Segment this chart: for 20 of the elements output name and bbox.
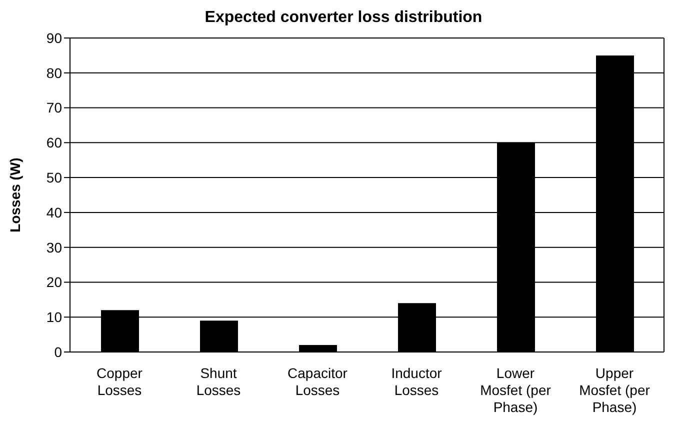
- y-tick-label: 70: [46, 100, 62, 116]
- x-tick-label: Upper Mosfet (per Phase): [579, 365, 650, 415]
- y-tick-label: 60: [46, 134, 62, 151]
- x-tick-label: Lower Mosfet (per Phase): [480, 365, 552, 415]
- x-tick-label: Copper Losses: [96, 365, 143, 398]
- y-tick-label: 40: [46, 204, 62, 220]
- x-tick-label: Inductor Losses: [391, 365, 442, 398]
- y-axis-title: Losses (W): [6, 158, 23, 232]
- y-tick-label: 20: [46, 274, 62, 290]
- y-tick-label: 90: [46, 30, 62, 46]
- y-tick-label: 80: [46, 64, 62, 81]
- y-tick-label: 30: [46, 239, 62, 256]
- x-tick-label: Shunt Losses: [196, 365, 241, 398]
- y-tick-label: 10: [46, 309, 62, 326]
- y-tick-label: 0: [54, 344, 62, 360]
- y-tick-label: 50: [46, 170, 62, 186]
- bar: [200, 320, 238, 352]
- bar: [299, 345, 337, 352]
- chart-title: Expected converter loss distribution: [204, 9, 482, 26]
- x-tick-label: Capacitor Losses: [288, 365, 348, 398]
